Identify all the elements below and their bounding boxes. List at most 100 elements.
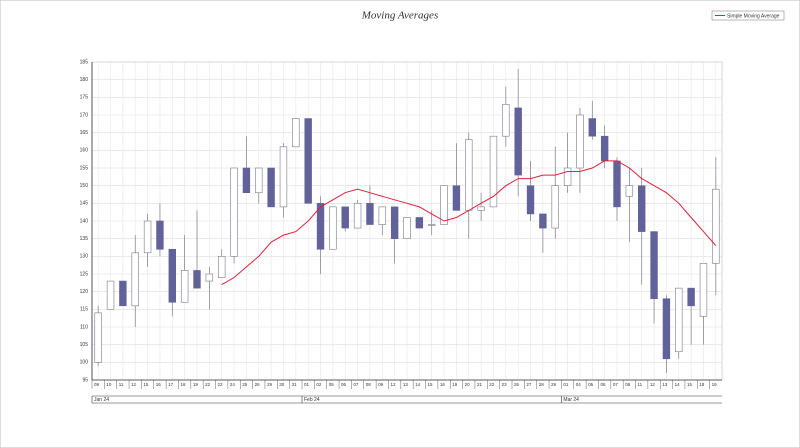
legend-label: Simple Moving Average <box>727 13 780 19</box>
candle-body <box>304 118 312 204</box>
candle-body <box>551 185 559 229</box>
candle-body <box>193 270 201 289</box>
candle-body <box>514 107 522 176</box>
candle-body <box>341 206 349 229</box>
x-tick-label: 04 <box>576 382 582 387</box>
period-label: Feb 24 <box>304 397 320 403</box>
y-tick-label: 185 <box>80 59 89 65</box>
x-tick-label: 31 <box>292 382 298 387</box>
candle-body <box>477 206 485 211</box>
y-tick-label: 135 <box>80 236 89 242</box>
candle-body <box>366 203 374 225</box>
candle-body <box>119 280 127 307</box>
candle-body <box>600 135 609 162</box>
candle-body <box>279 146 288 208</box>
x-tick-label: 09 <box>94 382 100 387</box>
x-tick-label: 19 <box>193 382 199 387</box>
x-tick-label: 25 <box>242 382 248 387</box>
x-tick-label: 22 <box>205 382 211 387</box>
candle-body <box>230 167 238 257</box>
y-tick-label: 110 <box>80 324 88 330</box>
y-tick-label: 115 <box>80 307 88 313</box>
x-tick-label: 19 <box>452 382 458 387</box>
x-tick-label: 19 <box>712 382 718 387</box>
x-tick-label: 26 <box>255 382 261 387</box>
candle-body <box>428 224 436 226</box>
x-tick-label: 27 <box>526 382 532 387</box>
period-label: Jan 24 <box>94 397 109 403</box>
candle-body <box>94 312 102 363</box>
x-tick-label: 14 <box>675 382 681 387</box>
x-tick-label: 18 <box>699 382 705 387</box>
x-tick-label: 21 <box>477 382 483 387</box>
candle-body <box>143 220 152 254</box>
candle-body <box>465 139 473 211</box>
x-tick-label: 16 <box>156 382 162 387</box>
x-tick-label: 12 <box>131 382 137 387</box>
candle-body <box>415 217 424 229</box>
candle-body <box>218 256 226 278</box>
candle-body <box>242 167 251 194</box>
x-tick-label: 10 <box>106 382 112 387</box>
candle-body <box>638 185 646 232</box>
x-tick-label: 07 <box>613 382 619 387</box>
candle-body <box>502 104 510 137</box>
x-tick-label: 23 <box>218 382 224 387</box>
x-tick-label: 29 <box>267 382 273 387</box>
y-tick-label: 175 <box>80 95 89 101</box>
y-tick-label: 105 <box>80 342 89 348</box>
candle-body <box>131 252 139 307</box>
x-tick-label: 07 <box>353 382 359 387</box>
x-tick-label: 24 <box>230 382 236 387</box>
candle-body <box>687 287 695 307</box>
x-tick-label: 08 <box>366 382 372 387</box>
candle-body <box>440 185 448 225</box>
y-tick-label: 165 <box>80 130 89 136</box>
y-tick-label: 140 <box>80 218 89 224</box>
x-tick-label: 18 <box>180 382 186 387</box>
x-tick-label: 30 <box>279 382 285 387</box>
candle-body <box>613 160 621 208</box>
x-tick-label: 05 <box>588 382 594 387</box>
y-tick-label: 170 <box>80 112 89 118</box>
candle-body <box>168 248 176 303</box>
y-tick-label: 125 <box>80 271 89 277</box>
x-tick-label: 20 <box>465 382 471 387</box>
x-tick-label: 06 <box>341 382 347 387</box>
candle-body <box>662 298 671 360</box>
candle-body <box>156 220 164 250</box>
y-tick-label: 95 <box>82 377 88 383</box>
y-tick-label: 150 <box>80 183 89 189</box>
x-tick-label: 13 <box>403 382 409 387</box>
candle-body <box>452 185 461 211</box>
legend <box>711 10 785 21</box>
x-tick-label: 28 <box>539 382 545 387</box>
x-tick-label: 22 <box>489 382 495 387</box>
candle-body <box>699 263 708 317</box>
candle-body <box>180 270 189 303</box>
candle-body <box>353 203 362 229</box>
candle-body <box>625 185 634 197</box>
x-tick-label: 09 <box>378 382 384 387</box>
y-tick-label: 155 <box>80 165 89 171</box>
candle-body <box>292 118 300 148</box>
x-tick-label: 02 <box>316 382 322 387</box>
candle-body <box>316 203 325 250</box>
candle-body <box>576 114 584 169</box>
candle-body <box>526 185 535 215</box>
x-tick-label: 13 <box>662 382 668 387</box>
x-tick-label: 15 <box>428 382 434 387</box>
candle-body <box>563 167 572 186</box>
x-tick-label: 14 <box>415 382 421 387</box>
x-tick-label: 08 <box>625 382 631 387</box>
candle-body <box>712 188 720 264</box>
y-tick-label: 130 <box>80 254 89 260</box>
x-tick-label: 06 <box>600 382 606 387</box>
x-tick-label: 15 <box>687 382 693 387</box>
y-tick-label: 180 <box>80 77 89 83</box>
x-tick-label: 01 <box>304 382 310 387</box>
candle-body <box>267 167 275 208</box>
candle-body <box>489 135 498 208</box>
